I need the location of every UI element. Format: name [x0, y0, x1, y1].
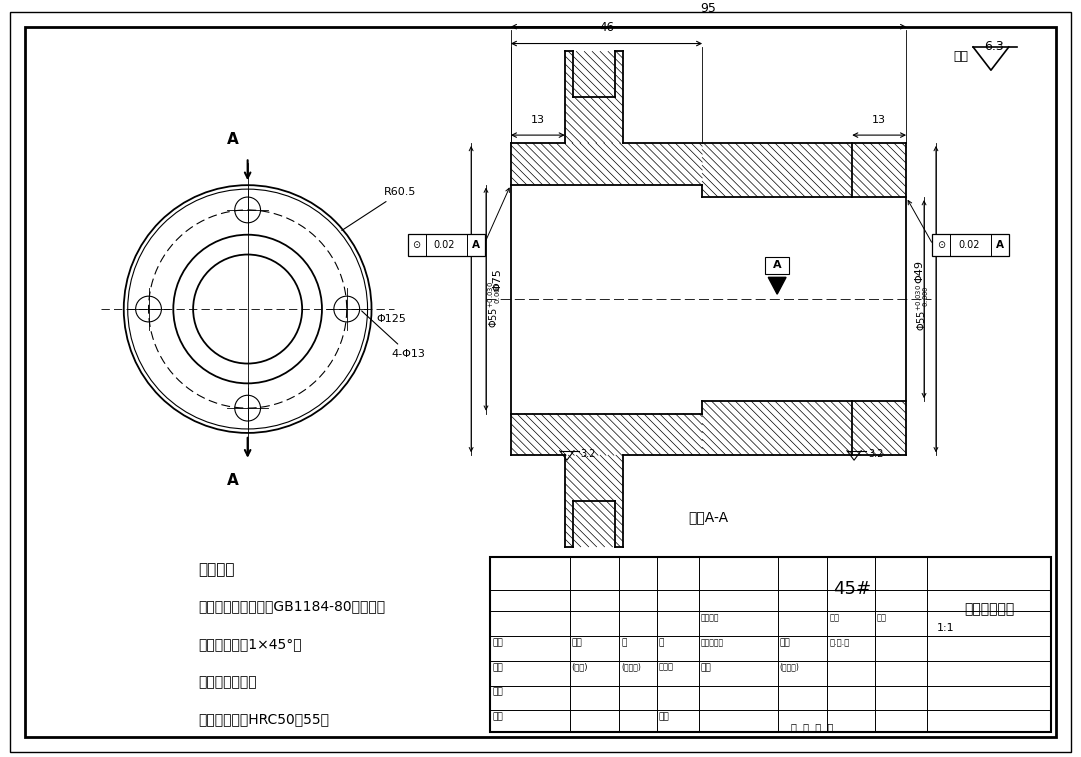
Text: R60.5: R60.5 [342, 187, 416, 230]
Text: 更改文件号: 更改文件号 [700, 638, 723, 647]
Text: ⊙: ⊙ [937, 240, 945, 250]
Text: 审核: 审核 [493, 687, 503, 696]
Text: 区: 区 [659, 638, 665, 647]
Text: 13: 13 [531, 115, 545, 125]
Text: 标准化: 标准化 [659, 663, 673, 672]
Text: Φ125: Φ125 [376, 314, 406, 324]
Text: (年月日): (年月日) [622, 663, 641, 672]
Polygon shape [769, 277, 786, 294]
Text: 共  张  第  张: 共 张 第 张 [791, 722, 833, 732]
Text: 分: 分 [622, 638, 627, 647]
Bar [491, 557, 1052, 732]
Text: 重量: 重量 [829, 613, 839, 622]
Text: 13: 13 [872, 115, 886, 125]
Text: 4-Φ13: 4-Φ13 [362, 311, 425, 359]
Text: 设计: 设计 [493, 663, 503, 672]
Text: 签名: 签名 [700, 663, 711, 672]
Text: 剖面A-A: 剖面A-A [689, 509, 729, 524]
Text: 技术要求: 技术要求 [198, 562, 235, 577]
Text: 其余: 其余 [953, 50, 969, 63]
Text: Φ55$^{+0.030}_{\ \ 0.000}$: Φ55$^{+0.030}_{\ \ 0.000}$ [915, 284, 931, 331]
Text: 3.2: 3.2 [580, 449, 596, 459]
Text: 未注形状公差应符合GB1184-80的要求。: 未注形状公差应符合GB1184-80的要求。 [198, 600, 385, 613]
Bar [765, 257, 789, 274]
Text: ⊙: ⊙ [413, 240, 421, 250]
Text: 签名: 签名 [779, 638, 790, 647]
Text: 0.02: 0.02 [433, 240, 455, 250]
Text: 6.3: 6.3 [984, 40, 1004, 53]
Text: 未注倒角均为1×45°。: 未注倒角均为1×45°。 [198, 637, 302, 651]
Text: 处数: 处数 [572, 638, 583, 647]
Text: 主动链轮轴套: 主动链轮轴套 [964, 602, 1014, 616]
Text: 95: 95 [700, 2, 717, 15]
Text: Φ75: Φ75 [493, 268, 503, 291]
Text: 比例: 比例 [877, 613, 888, 622]
Text: A: A [472, 240, 480, 250]
Text: 0.02: 0.02 [958, 240, 979, 250]
Text: 去除毛刺飞边。: 去除毛刺飞边。 [198, 674, 256, 689]
Text: 年.月.日: 年.月.日 [829, 638, 850, 647]
Text: (年月日): (年月日) [779, 663, 800, 672]
Text: A: A [227, 132, 239, 148]
Text: A: A [997, 240, 1004, 250]
Text: Φ55$^{+0.030}_{\ \ 0.000}$: Φ55$^{+0.030}_{\ \ 0.000}$ [486, 281, 503, 328]
Text: 经调质处理，HRC50～55。: 经调质处理，HRC50～55。 [198, 712, 329, 727]
Bar [408, 234, 485, 256]
Text: 工艺: 工艺 [493, 712, 503, 721]
Text: A: A [227, 472, 239, 488]
Text: 3.2: 3.2 [868, 449, 883, 459]
Text: Φ49: Φ49 [915, 260, 924, 283]
Text: 阶段标记: 阶段标记 [700, 613, 719, 622]
Text: A: A [773, 260, 782, 270]
Text: 46: 46 [599, 20, 614, 33]
Text: 标记: 标记 [493, 638, 503, 647]
Bar [932, 234, 1010, 256]
Text: (签名): (签名) [572, 663, 588, 672]
Text: 45#: 45# [833, 580, 871, 598]
Text: 1:1: 1:1 [936, 623, 955, 633]
Text: 批准: 批准 [659, 712, 670, 721]
